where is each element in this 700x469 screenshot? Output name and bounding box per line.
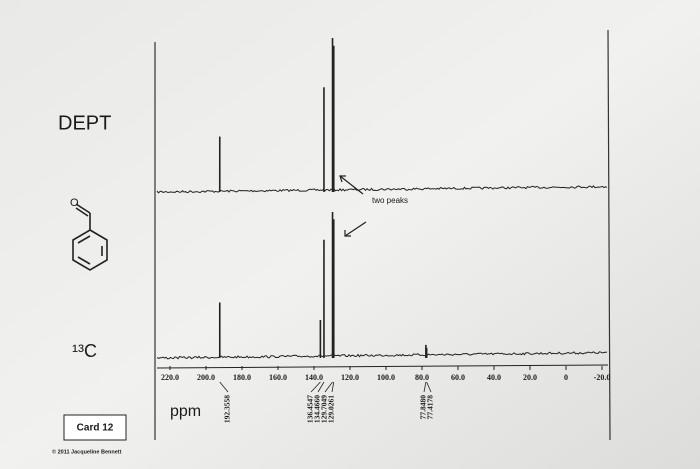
peak-label: 129.7049 <box>320 395 329 423</box>
label-connector <box>317 381 325 393</box>
label-connector <box>310 381 321 393</box>
x-tick-label: 140.0 <box>305 373 323 382</box>
x-tick-label: 40.0 <box>487 373 501 382</box>
label-connector <box>423 381 427 393</box>
label-connector <box>219 381 229 393</box>
molecule <box>72 203 108 271</box>
x-tick-label: 80.0 <box>415 373 429 382</box>
x-tick-label: 0 <box>564 373 568 382</box>
card-box <box>63 414 127 441</box>
x-tick-label: 60.0 <box>451 373 465 382</box>
baseline-noise <box>156 185 608 194</box>
x-tick-label: 120.0 <box>341 373 359 382</box>
peak-label: 77.4178 <box>426 395 435 420</box>
baseline-noise <box>156 351 608 360</box>
spectrum-label: DEPT <box>58 112 111 134</box>
copyright: © 2011 Jacqueline Bennett <box>52 448 122 455</box>
x-tick-label: 100.0 <box>377 373 395 382</box>
peak-label: 134.4660 <box>313 395 322 423</box>
arrows <box>339 175 367 237</box>
x-tick-label: 220.0 <box>161 373 179 382</box>
peak-label: 77.8480 <box>419 395 428 420</box>
x-axis-label: ppm <box>170 403 201 420</box>
spectrum-label: ¹³C <box>72 341 97 361</box>
x-tick-label: 160.0 <box>269 373 287 382</box>
annotation: two peaks <box>372 196 408 205</box>
peak-label: 192.3558 <box>223 395 232 423</box>
frame-right <box>607 29 611 441</box>
x-tick-label: 200.0 <box>197 373 215 382</box>
peak-label: 136.4547 <box>306 395 315 423</box>
label-connector <box>331 381 335 393</box>
oxygen: O <box>70 197 79 209</box>
label-connector <box>426 381 432 393</box>
peak-label: 129.0261 <box>327 395 336 423</box>
x-tick-label: 180.0 <box>233 373 251 382</box>
label-connector <box>324 381 333 393</box>
card-label: Card 12 <box>77 423 114 434</box>
x-tick-label: -20.0 <box>594 373 611 382</box>
x-tick-label: 20.0 <box>523 373 537 382</box>
x-axis <box>156 364 609 369</box>
